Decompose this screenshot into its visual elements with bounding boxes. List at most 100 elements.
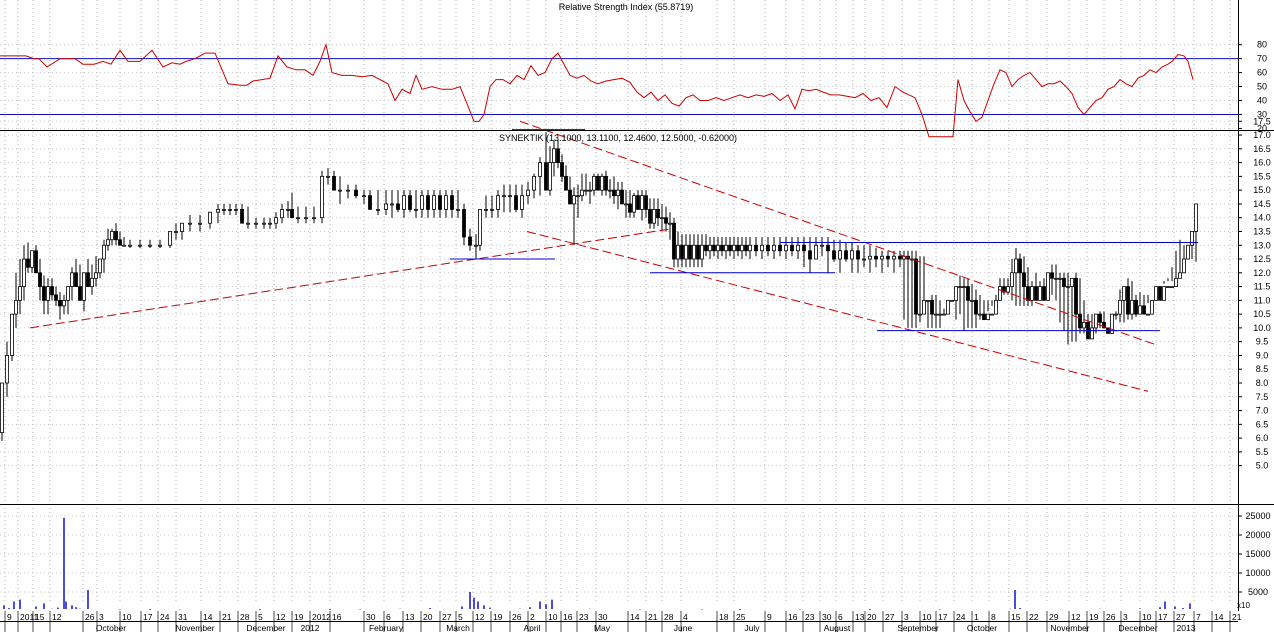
candle-body: [326, 175, 330, 178]
x-day-label: 10: [922, 612, 932, 622]
trend-line: [29, 228, 673, 329]
candle-body: [1142, 305, 1146, 315]
candle-body: [700, 244, 704, 260]
candle-body: [346, 189, 350, 192]
x-day-label: 15: [1011, 612, 1021, 622]
candle-body: [1018, 258, 1022, 274]
candle-body: [934, 313, 938, 316]
candle-body: [280, 209, 284, 219]
candle-body: [1070, 277, 1074, 287]
candle-body: [748, 244, 752, 252]
candle-body: [568, 189, 572, 205]
x-day-label: 9: [767, 612, 772, 622]
x-day-label: 2: [530, 612, 535, 622]
x-month-label: August: [824, 623, 851, 632]
candle-body: [744, 244, 748, 252]
candle-body: [274, 217, 278, 224]
candle-body: [778, 244, 782, 252]
x-day-label: 25: [736, 612, 746, 622]
x-day-label: 16: [788, 612, 798, 622]
candle-body: [502, 195, 506, 198]
candle-body: [1134, 299, 1138, 315]
candle-body: [42, 286, 46, 301]
x-month-label: December: [1118, 623, 1157, 632]
candle-body: [58, 299, 62, 307]
price-tick-label: 5.5: [1256, 447, 1269, 457]
candle-body: [5, 355, 9, 384]
candle-body: [450, 195, 454, 210]
candle-body: [826, 244, 830, 252]
candle-body: [1154, 286, 1158, 301]
price-tick-label: 17.5: [1253, 116, 1271, 126]
candle-body: [772, 244, 776, 252]
x-day-label: 22: [1029, 612, 1039, 622]
price-tick-label: 5.0: [1256, 461, 1269, 471]
x-day-label: 20: [867, 612, 877, 622]
volume-tick-label: 20000: [1245, 530, 1270, 540]
candle-body: [680, 244, 684, 260]
x-day-label: 13: [405, 612, 415, 622]
x-day-label: 19: [1089, 612, 1099, 622]
candle-body: [408, 195, 412, 210]
x-day-label: 5: [458, 612, 463, 622]
candle-body: [376, 209, 380, 211]
x-day-label: 30: [822, 612, 832, 622]
candle-body: [720, 244, 724, 252]
candle-body: [384, 203, 388, 210]
candle-body: [868, 255, 872, 260]
candle-body: [1170, 286, 1174, 288]
x-day-label: 19: [493, 612, 503, 622]
candle-body: [664, 217, 668, 224]
x-month-label: May: [594, 623, 611, 632]
candle-body: [766, 244, 770, 252]
candle-body: [286, 209, 290, 211]
candle-body: [624, 203, 628, 206]
candle-body: [656, 209, 660, 219]
candle-body: [180, 222, 184, 232]
candle-body: [704, 244, 708, 252]
price-tick-label: 13.0: [1253, 240, 1271, 250]
trend-line: [519, 120, 1156, 345]
x-day-label: 19: [294, 612, 304, 622]
rsi-panel: [0, 42, 1238, 138]
candle-body: [354, 189, 358, 197]
candle-body: [696, 244, 700, 260]
candle-body: [1190, 231, 1194, 246]
x-day-label: 24: [956, 612, 966, 622]
x-day-label: 30: [598, 612, 608, 622]
rsi-line: [0, 42, 1194, 138]
candle-body: [918, 313, 922, 316]
candle-body: [262, 222, 266, 225]
candle-body: [1094, 313, 1098, 329]
candle-body: [1174, 277, 1178, 287]
candle-body: [556, 148, 560, 163]
candle-body: [228, 209, 232, 211]
candle-body: [1110, 313, 1114, 334]
candle-body: [922, 299, 926, 315]
x-day-label: 18: [719, 612, 729, 622]
x-month-label: 2012: [301, 623, 320, 632]
candle-body: [420, 195, 424, 210]
x-day-label: 17: [143, 612, 153, 622]
candle-body: [1166, 286, 1170, 288]
volume-panel: [3, 517, 1191, 610]
candle-body: [1138, 305, 1142, 315]
price-tick-label: 13.5: [1253, 226, 1271, 236]
candle-body: [478, 209, 482, 246]
candle-body: [538, 162, 542, 177]
candle-body: [740, 244, 744, 252]
trend-line: [526, 230, 1149, 392]
candle-body: [692, 244, 696, 260]
candle-body: [114, 231, 118, 241]
candle-body: [1014, 258, 1018, 274]
x-day-label: 26: [1106, 612, 1116, 622]
candle-body: [1186, 244, 1190, 260]
candle-body: [1050, 272, 1054, 279]
x-month-label: February: [369, 623, 404, 632]
candle-body: [712, 244, 716, 252]
candle-body: [532, 175, 536, 191]
candle-body: [628, 203, 632, 213]
candle-body: [754, 244, 758, 252]
x-day-label: 2012: [312, 612, 331, 622]
